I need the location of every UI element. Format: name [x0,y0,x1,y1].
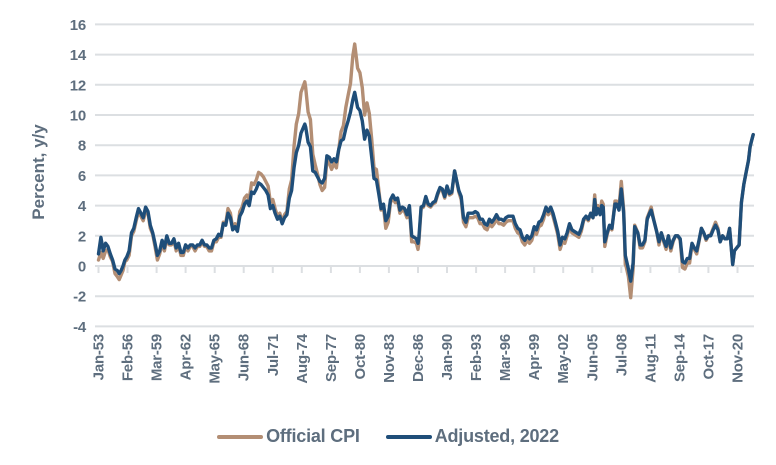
y-tick-label: 10 [70,108,86,125]
series-line-adjusted-2022 [96,90,755,283]
x-tick-label: Aug-11 [642,334,659,383]
x-tick-label: Jan-90 [439,334,456,380]
x-tick-label: Aug-74 [294,333,311,383]
x-tick-label: Oct-17 [700,334,717,380]
x-tick-label: Jun-05 [584,334,601,381]
y-tick-label: 14 [70,47,87,64]
y-tick-label: 12 [70,77,86,94]
x-tick-label: Dec-86 [410,334,427,382]
y-tick-label: -4 [73,319,87,336]
chart-legend: Official CPI Adjusted, 2022 [0,426,776,447]
legend-swatch-adjusted-2022 [385,434,432,439]
x-tick-label: Feb-93 [468,334,485,381]
legend-item-adjusted-2022: Adjusted, 2022 [385,426,559,447]
y-tick-label: 0 [78,259,86,276]
x-tick-label: Feb-56 [120,334,137,381]
y-tick-label: 6 [78,168,86,185]
y-axis-title: Percent, y/y [29,124,48,220]
series-line-official-cpi [96,42,755,300]
x-tick-label: Nov-83 [381,334,398,383]
y-tick-label: 4 [78,198,87,215]
legend-swatch-official-cpi [217,434,264,439]
x-tick-label: Oct-80 [352,334,369,380]
x-tick-label: May-65 [207,334,224,384]
legend-label-adjusted-2022: Adjusted, 2022 [434,426,559,446]
x-tick-label: Jul-08 [613,334,630,376]
x-tick-label: Jul-71 [265,334,282,376]
x-tick-label: Jan-53 [91,334,108,380]
x-tick-label: Jun-68 [236,334,253,381]
x-tick-label: Nov-20 [730,334,747,383]
y-tick-label: 8 [78,138,86,155]
legend-label-official-cpi: Official CPI [266,426,360,446]
x-tick-label: Mar-96 [497,334,514,381]
legend-item-official-cpi: Official CPI [217,426,360,447]
x-tick-label: Apr-99 [526,334,543,380]
y-tick-label: 16 [70,17,86,34]
x-tick-label: Apr-62 [178,334,195,380]
x-tick-label: Sep-77 [323,334,340,382]
x-tick-label: May-02 [555,334,572,384]
x-tick-label: Mar-59 [149,334,166,381]
y-tick-label: -2 [73,289,86,306]
x-tick-label: Sep-14 [671,333,688,382]
y-tick-label: 2 [78,228,86,245]
